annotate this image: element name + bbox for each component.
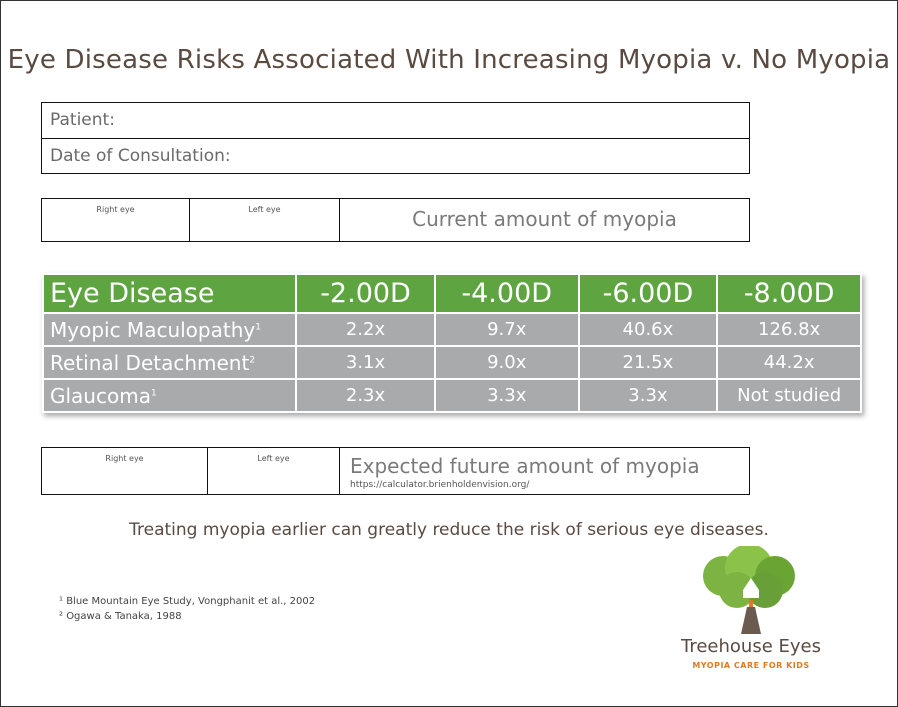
- table-header-row: Eye Disease -2.00D -4.00D -6.00D -8.00D: [44, 275, 860, 312]
- value-cell: 40.6x: [579, 314, 717, 345]
- value-cell: 3.3x: [435, 380, 578, 411]
- future-myopia-box: Right eye Left eye Expected future amoun…: [41, 447, 750, 495]
- treehouse-logo: Treehouse Eyes MYOPIA CARE FOR KIDS: [671, 546, 831, 676]
- footnote-ref: 1: [255, 321, 261, 332]
- disease-cell: Glaucoma1: [44, 380, 296, 411]
- disease-name: Glaucoma: [50, 383, 151, 408]
- current-myopia-label: Current amount of myopia: [412, 207, 677, 231]
- table-row: Myopic Maculopathy1 2.2x 9.7x 40.6x 126.…: [44, 314, 860, 345]
- header-eye-disease: Eye Disease: [44, 275, 296, 312]
- value-cell: 3.1x: [297, 347, 434, 378]
- value-cell: 21.5x: [579, 347, 717, 378]
- logo-name: Treehouse Eyes: [681, 636, 821, 657]
- page-title: Eye Disease Risks Associated With Increa…: [7, 45, 891, 75]
- calculator-link[interactable]: https://calculator.brienholdenvision.org…: [350, 480, 530, 490]
- table-row: Retinal Detachment2 3.1x 9.0x 21.5x 44.2…: [44, 347, 860, 378]
- disease-name: Myopic Maculopathy: [50, 317, 256, 342]
- value-cell: 44.2x: [718, 347, 860, 378]
- current-left-eye-field[interactable]: Left eye: [190, 199, 340, 241]
- key-message: Treating myopia earlier can greatly redu…: [129, 520, 769, 540]
- logo-tagline: MYOPIA CARE FOR KIDS: [692, 661, 810, 670]
- tree-icon: [703, 546, 795, 634]
- risk-table: Eye Disease -2.00D -4.00D -6.00D -8.00D …: [42, 273, 862, 413]
- header-4d: -4.00D: [435, 275, 578, 312]
- current-right-eye-field[interactable]: Right eye: [42, 199, 190, 241]
- value-cell: 9.0x: [435, 347, 578, 378]
- value-cell: 3.3x: [579, 380, 717, 411]
- value-cell: 126.8x: [718, 314, 860, 345]
- patient-field[interactable]: Patient:: [50, 110, 115, 130]
- header-8d: -8.00D: [718, 275, 860, 312]
- future-myopia-section: Expected future amount of myopia https:/…: [340, 448, 749, 494]
- future-left-eye-field[interactable]: Left eye: [208, 448, 340, 494]
- disease-cell: Retinal Detachment2: [44, 347, 296, 378]
- disease-cell: Myopic Maculopathy1: [44, 314, 296, 345]
- footnote-1: ¹ Blue Mountain Eye Study, Vongphanit et…: [59, 596, 316, 607]
- disease-name: Retinal Detachment: [50, 350, 250, 375]
- header-2d: -2.00D: [297, 275, 434, 312]
- value-cell: 2.2x: [297, 314, 434, 345]
- future-right-eye-field[interactable]: Right eye: [42, 448, 208, 494]
- footnote-ref: 1: [150, 387, 157, 398]
- current-myopia-box: Right eye Left eye Current amount of myo…: [41, 198, 750, 242]
- footnote-ref: 2: [249, 354, 256, 365]
- future-myopia-label: Expected future amount of myopia: [350, 454, 700, 478]
- value-cell: Not studied: [718, 380, 860, 411]
- patient-info-box: Patient: Date of Consultation:: [41, 102, 750, 174]
- header-6d: -6.00D: [579, 275, 717, 312]
- table-row: Glaucoma1 2.3x 3.3x 3.3x Not studied: [44, 380, 860, 411]
- value-cell: 9.7x: [435, 314, 578, 345]
- footnote-2: ² Ogawa & Tanaka, 1988: [59, 611, 182, 622]
- value-cell: 2.3x: [297, 380, 434, 411]
- consultation-date-field[interactable]: Date of Consultation:: [42, 138, 749, 173]
